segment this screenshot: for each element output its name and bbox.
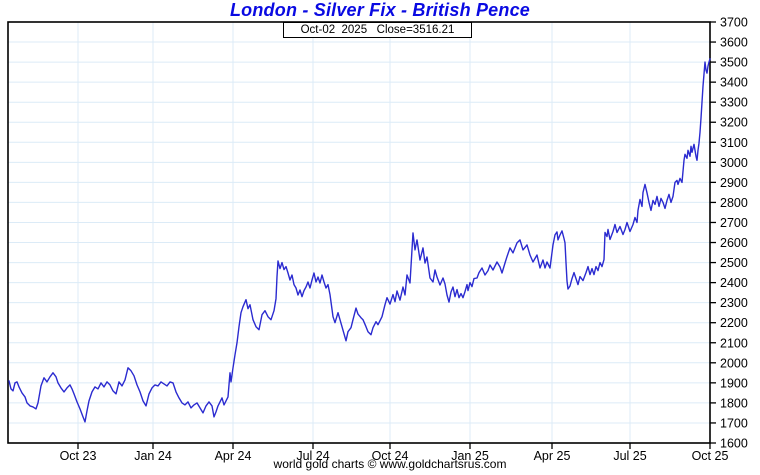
- y-axis-label: 3500: [720, 56, 748, 70]
- y-axis-label: 3000: [720, 156, 748, 170]
- y-axis-label: 2800: [720, 196, 748, 210]
- y-axis-label: 3600: [720, 36, 748, 50]
- y-axis-label: 2500: [720, 256, 748, 270]
- y-axis-label: 1800: [720, 396, 748, 410]
- y-axis-label: 2100: [720, 336, 748, 350]
- y-axis-label: 1600: [720, 437, 748, 451]
- x-axis-label: Oct 24: [372, 449, 409, 463]
- x-axis-label: Jan 24: [134, 449, 172, 463]
- x-axis-label: Oct 23: [60, 449, 97, 463]
- y-axis-label: 3400: [720, 76, 748, 90]
- y-axis-label: 3200: [720, 116, 748, 130]
- x-axis-label: Apr 25: [534, 449, 571, 463]
- chart-title: London - Silver Fix - British Pence: [229, 0, 531, 20]
- x-axis-label: Jul 24: [296, 449, 329, 463]
- y-axis-label: 3100: [720, 136, 748, 150]
- footer-credit: world gold charts © www.goldchartsrus.co…: [273, 457, 507, 471]
- x-axis-label: Apr 24: [215, 449, 252, 463]
- x-axis-label: Jul 25: [613, 449, 646, 463]
- y-axis-label: 1900: [720, 376, 748, 390]
- y-axis-label: 2000: [720, 356, 748, 370]
- price-line: [8, 58, 711, 423]
- y-axis-label: 1700: [720, 416, 748, 430]
- y-axis-label: 2400: [720, 276, 748, 290]
- y-axis-label: 2300: [720, 296, 748, 310]
- x-axis-label: Jan 25: [451, 449, 489, 463]
- y-axis-label: 2900: [720, 176, 748, 190]
- y-axis-label: 2700: [720, 216, 748, 230]
- y-axis-label: 3300: [720, 96, 748, 110]
- last-close-annotation: Oct-02 2025 Close=3516.21: [283, 22, 472, 38]
- y-axis-label: 2600: [720, 236, 748, 250]
- y-axis-label: 3700: [720, 16, 748, 30]
- x-axis-label: Oct 25: [692, 449, 729, 463]
- y-axis-label: 2200: [720, 316, 748, 330]
